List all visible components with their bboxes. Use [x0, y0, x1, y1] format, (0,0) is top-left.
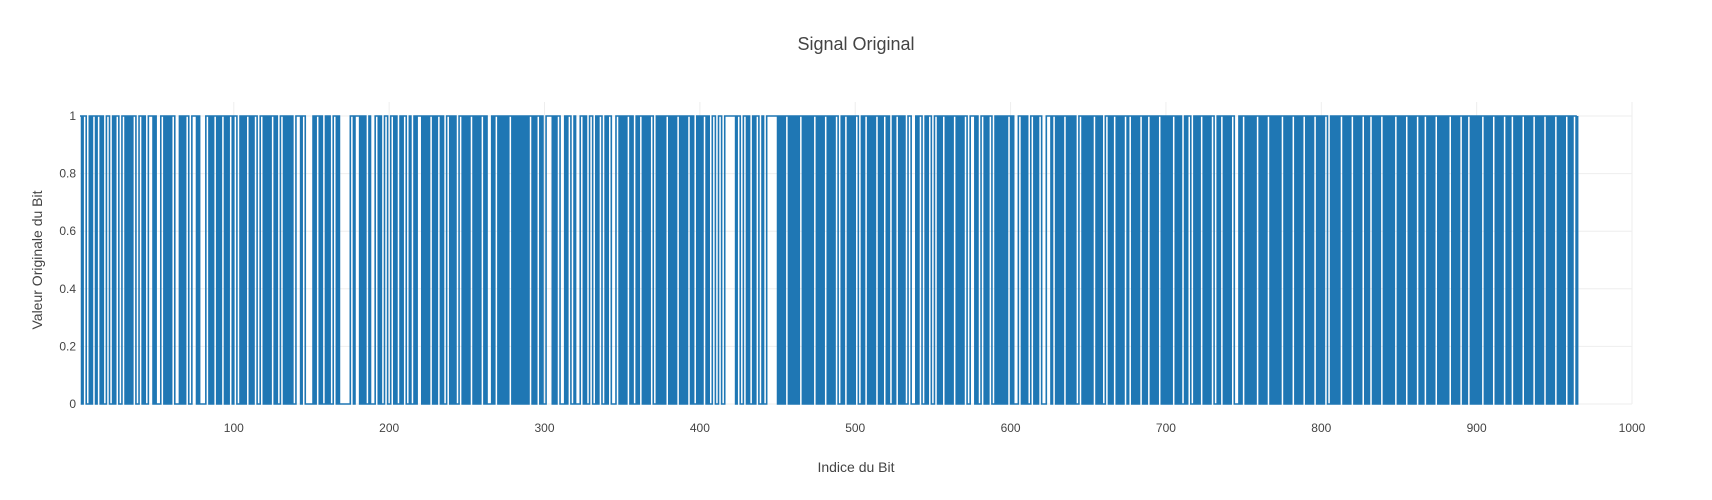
- x-tick-label: 700: [1156, 421, 1176, 435]
- x-tick-label: 800: [1311, 421, 1331, 435]
- signal-line: [80, 115, 1579, 405]
- x-axis-label: Indice du Bit: [817, 459, 894, 475]
- chart-title: Signal Original: [797, 34, 914, 54]
- x-tick-label: 400: [690, 421, 710, 435]
- x-tick-label: 500: [845, 421, 865, 435]
- x-tick-label: 100: [224, 421, 244, 435]
- x-axis-ticks: 100 200 300 400 500 600 700 800 900 1000: [224, 421, 1646, 435]
- y-tick-label: 0.8: [59, 167, 76, 181]
- x-tick-label: 300: [534, 421, 554, 435]
- x-tick-label: 900: [1467, 421, 1487, 435]
- x-tick-label: 1000: [1619, 421, 1646, 435]
- y-axis-label: Valeur Originale du Bit: [29, 190, 45, 329]
- y-tick-label: 0.6: [59, 224, 76, 238]
- y-tick-label: 0.2: [59, 339, 76, 353]
- x-tick-label: 200: [379, 421, 399, 435]
- y-tick-label: 0.4: [59, 282, 76, 296]
- y-tick-label: 0: [69, 397, 76, 411]
- x-tick-label: 600: [1001, 421, 1021, 435]
- y-tick-label: 1: [69, 109, 76, 123]
- y-axis-ticks: 0 0.2 0.4 0.6 0.8 1: [59, 109, 76, 411]
